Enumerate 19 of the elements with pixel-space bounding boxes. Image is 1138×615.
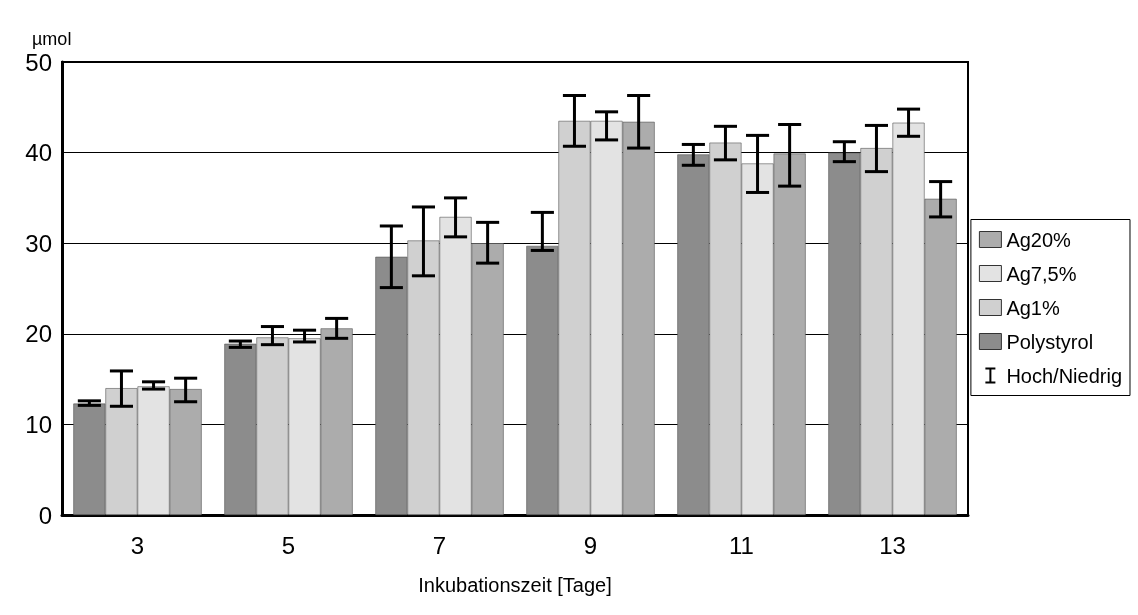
y-tick-label: 50 xyxy=(25,48,52,76)
y-tick-label: 40 xyxy=(25,139,52,167)
y-tick-label: 10 xyxy=(25,410,52,438)
x-axis-title: Inkubationszeit [Tage] xyxy=(418,574,612,596)
y-tick-label: 30 xyxy=(25,229,52,257)
legend-label: Ag20% xyxy=(1006,228,1072,251)
x-tick-label: 9 xyxy=(583,531,598,559)
legend-label: Polystyrol xyxy=(1006,330,1094,353)
x-tick-label: 5 xyxy=(281,531,296,559)
x-tick-label: 3 xyxy=(130,531,145,559)
y-tick-label: 20 xyxy=(25,320,52,348)
text: Hoch/Niedrig xyxy=(1006,364,1122,387)
legend-label: Ag1% xyxy=(1006,296,1060,319)
legend-label: Ag7,5% xyxy=(1006,262,1077,285)
y-axis-title: µmol xyxy=(32,29,72,49)
y-tick-label: 0 xyxy=(38,501,52,529)
x-tick-label: 13 xyxy=(879,531,906,559)
x-tick-label: 11 xyxy=(729,531,754,559)
x-tick-label: 7 xyxy=(432,531,447,559)
